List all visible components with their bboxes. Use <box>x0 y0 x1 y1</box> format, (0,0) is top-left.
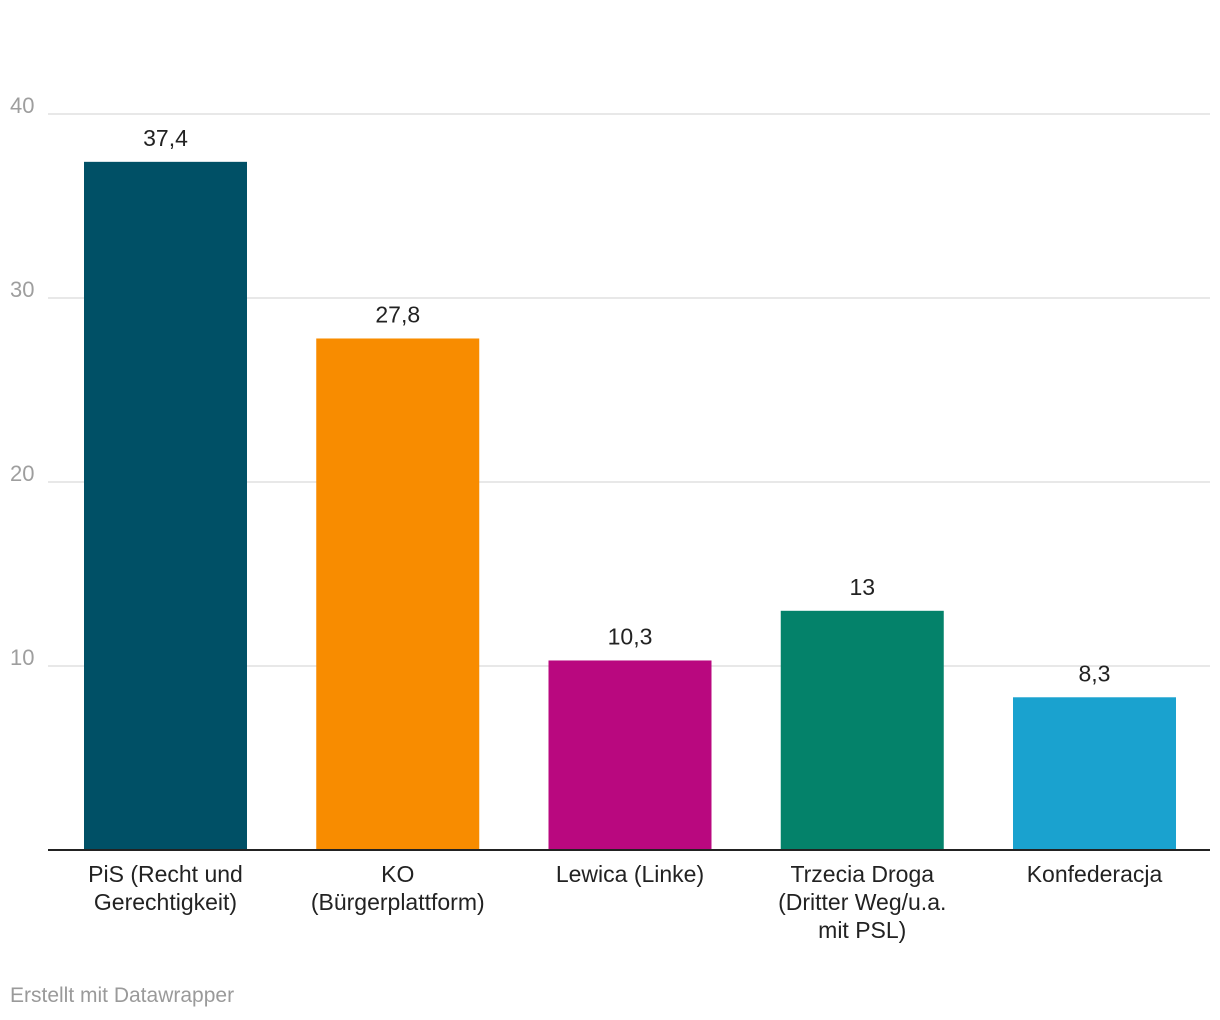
bar <box>780 610 944 850</box>
value-label: 10,3 <box>608 623 653 649</box>
bar <box>316 338 480 850</box>
bars <box>84 161 1176 851</box>
credit-text: Erstellt mit Datawrapper <box>10 984 235 1007</box>
category-label: Gerechtigkeit) <box>94 889 237 915</box>
category-label: Lewica (Linke) <box>556 861 704 887</box>
bar <box>84 161 247 851</box>
category-label: Trzecia Droga <box>790 861 934 887</box>
category-label: KO <box>381 861 414 887</box>
category-label: mit PSL) <box>818 917 906 943</box>
y-tick-label: 30 <box>10 277 34 302</box>
category-label: (Dritter Weg/u.a. <box>778 889 946 915</box>
y-tick-label: 40 <box>10 93 34 118</box>
y-tick-label: 10 <box>10 645 34 670</box>
y-tick-label: 20 <box>10 461 34 486</box>
value-label: 13 <box>849 574 875 600</box>
bar <box>548 660 712 850</box>
value-label: 37,4 <box>143 125 188 151</box>
value-labels: 37,4 27,8 10,3 13 8,3 <box>143 125 1110 686</box>
value-label: 27,8 <box>375 301 420 327</box>
y-axis-ticks: 10 20 30 40 <box>10 93 34 670</box>
value-label: 8,3 <box>1079 660 1111 686</box>
category-label: (Bürgerplattform) <box>311 889 485 915</box>
bar <box>1013 697 1176 850</box>
category-label: PiS (Recht und <box>88 861 243 887</box>
bar-chart: 10 20 30 40 37,4 27,8 10,3 13 8,3 PiS (Recht un… <box>10 93 1210 943</box>
category-label: Konfederacja <box>1027 861 1163 887</box>
